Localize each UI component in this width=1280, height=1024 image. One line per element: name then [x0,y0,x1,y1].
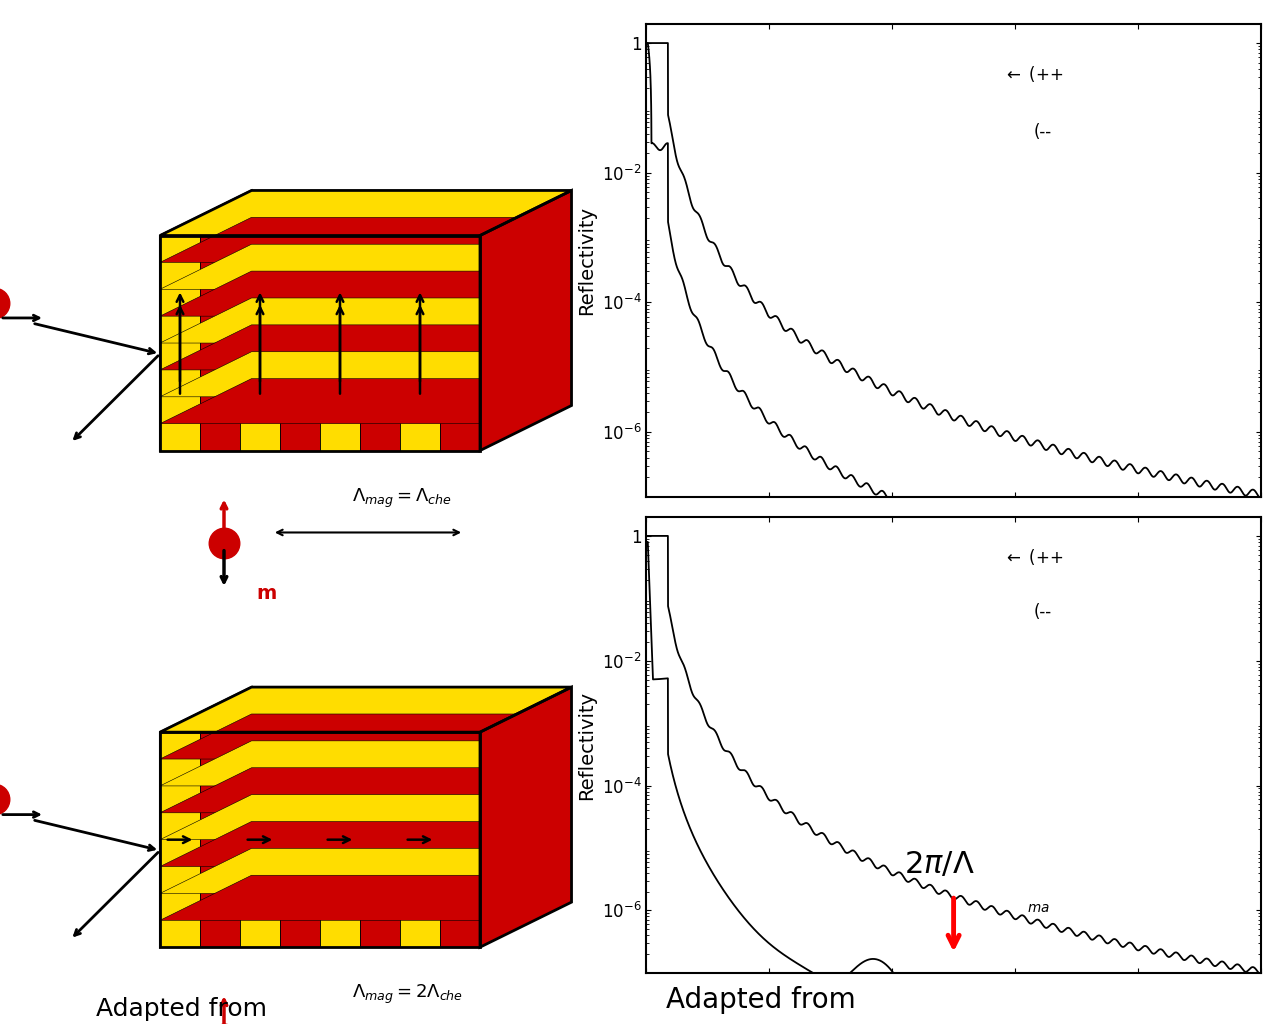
Polygon shape [200,236,241,451]
Text: $\leftarrow$ (++: $\leftarrow$ (++ [1002,547,1062,566]
Y-axis label: Reflectivity: Reflectivity [577,206,596,314]
Text: (--: (-- [1033,603,1052,622]
Polygon shape [160,687,251,947]
Polygon shape [160,190,571,236]
Polygon shape [280,236,320,451]
Polygon shape [160,298,571,343]
Polygon shape [399,732,440,947]
Polygon shape [360,732,399,947]
Polygon shape [160,352,571,397]
Text: $\Lambda_{mag}=2\Lambda_{che}$: $\Lambda_{mag}=2\Lambda_{che}$ [352,983,463,1007]
Polygon shape [280,732,320,947]
Polygon shape [440,236,480,451]
Polygon shape [160,271,571,316]
Text: Adapted from: Adapted from [666,986,855,1014]
Polygon shape [320,732,360,947]
Polygon shape [160,217,571,262]
Polygon shape [241,732,280,947]
Polygon shape [160,741,571,786]
Polygon shape [399,236,440,451]
Polygon shape [241,236,280,451]
Polygon shape [480,687,571,947]
Polygon shape [160,687,571,732]
Text: $\Lambda_{mag}=\Lambda_{che}$: $\Lambda_{mag}=\Lambda_{che}$ [352,486,452,510]
Polygon shape [160,714,571,759]
Polygon shape [160,325,571,370]
Polygon shape [440,732,480,947]
Polygon shape [480,190,571,451]
Polygon shape [160,768,571,813]
Text: $2\pi/\Lambda$: $2\pi/\Lambda$ [905,850,975,879]
Text: z: z [645,614,659,638]
Polygon shape [360,236,399,451]
Polygon shape [160,848,571,893]
Y-axis label: Reflectivity: Reflectivity [577,690,596,800]
Text: Adapted from: Adapted from [96,997,268,1021]
Polygon shape [160,876,571,921]
Polygon shape [320,236,360,451]
Polygon shape [160,245,571,290]
Text: (--: (-- [1033,123,1052,141]
Text: $\bf{m}$: $\bf{m}$ [256,584,276,603]
Polygon shape [160,795,571,840]
Polygon shape [160,236,200,451]
Text: $_{ma}$: $_{ma}$ [1028,896,1051,914]
Polygon shape [160,821,571,866]
Polygon shape [160,732,200,947]
Text: z: z [645,118,659,141]
Polygon shape [160,190,251,451]
Text: $\leftarrow$ (++: $\leftarrow$ (++ [1002,65,1062,84]
Polygon shape [160,379,571,424]
Polygon shape [200,732,241,947]
